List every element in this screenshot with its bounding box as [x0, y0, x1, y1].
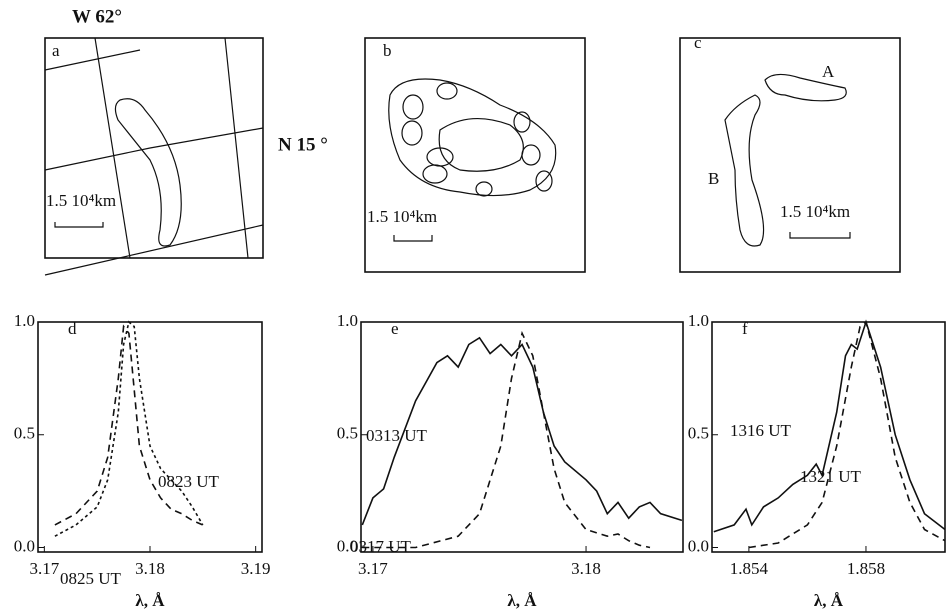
scale-label: 1.5 10⁴km [780, 202, 850, 221]
x-axis-label: λ, Å [135, 591, 165, 610]
x-tick-label: 3.18 [571, 559, 601, 578]
series-label: 1321 UT [800, 467, 862, 486]
x-tick-label: 3.17 [358, 559, 388, 578]
y-tick-label: 1.0 [14, 311, 35, 330]
y-tick-label: 0.0 [688, 536, 709, 555]
x-axis-label: λ, Å [814, 591, 844, 610]
panel-b: b 1.5 10⁴km [365, 38, 585, 272]
y-tick-label: 1.0 [337, 311, 358, 330]
series-label: 0313 UT [366, 426, 428, 445]
spots [402, 83, 552, 196]
series-label: 0823 UT [158, 472, 220, 491]
y-tick-label: 0.5 [337, 424, 358, 443]
x-tick-label: 3.17 [29, 559, 59, 578]
series-label: 0825 UT [60, 569, 122, 588]
scale-bar [55, 222, 103, 227]
scale-bar [790, 232, 850, 238]
scale-label: 1.5 10⁴km [46, 191, 116, 210]
x-tick-label: 3.18 [135, 559, 165, 578]
panel-label: b [383, 41, 392, 60]
latitude-label: N 15 ° [278, 134, 328, 155]
panel-c: c A B 1.5 10⁴km [680, 33, 900, 272]
x-tick-label: 3.19 [241, 559, 271, 578]
x-tick-label: 1.854 [730, 559, 769, 578]
series-label: 1316 UT [730, 421, 792, 440]
region-label: B [708, 169, 719, 188]
series-label: 0317 UT [350, 537, 412, 556]
y-tick-label: 1.0 [688, 311, 709, 330]
region-outline [389, 79, 556, 196]
region-b [725, 95, 764, 246]
map-frame [45, 38, 263, 258]
panel-label: c [694, 33, 702, 52]
y-tick-label: 0.5 [688, 424, 709, 443]
series-line [55, 322, 203, 536]
x-tick-label: 1.858 [847, 559, 885, 578]
panel-label: f [742, 319, 748, 338]
coordinate-grid [45, 38, 263, 275]
scale-label: 1.5 10⁴km [367, 207, 437, 226]
scale-bar [394, 235, 432, 241]
region-label: A [822, 62, 835, 81]
figure: W 62° a N 15 ° 1.5 10⁴km b 1.5 10⁴km c A… [0, 0, 947, 614]
y-tick-label: 0.5 [14, 424, 35, 443]
panel-label: d [68, 319, 77, 338]
region-outline [115, 99, 181, 246]
region-inner [439, 119, 523, 172]
x-axis-label: λ, Å [507, 591, 537, 610]
panel-label: e [391, 319, 399, 338]
panel-label: a [52, 41, 60, 60]
series-line [55, 327, 203, 525]
panel-a: W 62° a N 15 ° 1.5 10⁴km [45, 6, 328, 275]
y-tick-label: 0.0 [14, 536, 35, 555]
plot-frame [38, 322, 262, 552]
longitude-label: W 62° [72, 6, 122, 27]
